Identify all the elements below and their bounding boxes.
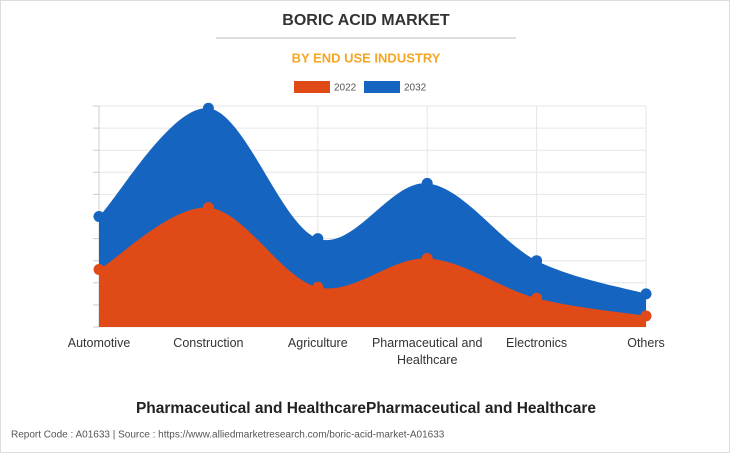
footer: Report Code : A01633 | Source : https://… [11, 430, 445, 441]
point [312, 233, 324, 245]
area [99, 207, 646, 327]
point [312, 281, 324, 293]
x-tick-label: Automotive [67, 336, 131, 350]
legend-swatch [364, 81, 400, 93]
legend-swatch [294, 81, 330, 93]
point [202, 102, 214, 114]
legend-label: 2032 [404, 83, 427, 94]
x-tick-label: Others [627, 336, 665, 350]
chart-subtitle: BY END USE INDUSTRY [292, 50, 441, 65]
chart-title: BORIC ACID MARKET [282, 12, 450, 29]
point [421, 177, 433, 189]
point [93, 264, 105, 276]
point [531, 292, 543, 304]
x-tick-label: Electronics [506, 336, 568, 350]
point [93, 211, 105, 222]
x-tick-label: Agriculture [287, 336, 348, 350]
point [421, 252, 433, 264]
point [640, 288, 652, 300]
legend-label: 2022 [334, 83, 357, 94]
x-tick-label: Construction [173, 336, 244, 350]
point [202, 202, 214, 214]
caption: Pharmaceutical and HealthcarePharmaceuti… [136, 400, 596, 417]
point [640, 310, 652, 322]
point [531, 255, 543, 267]
x-tick-label: Pharmaceutical and Healthcare [371, 336, 483, 367]
